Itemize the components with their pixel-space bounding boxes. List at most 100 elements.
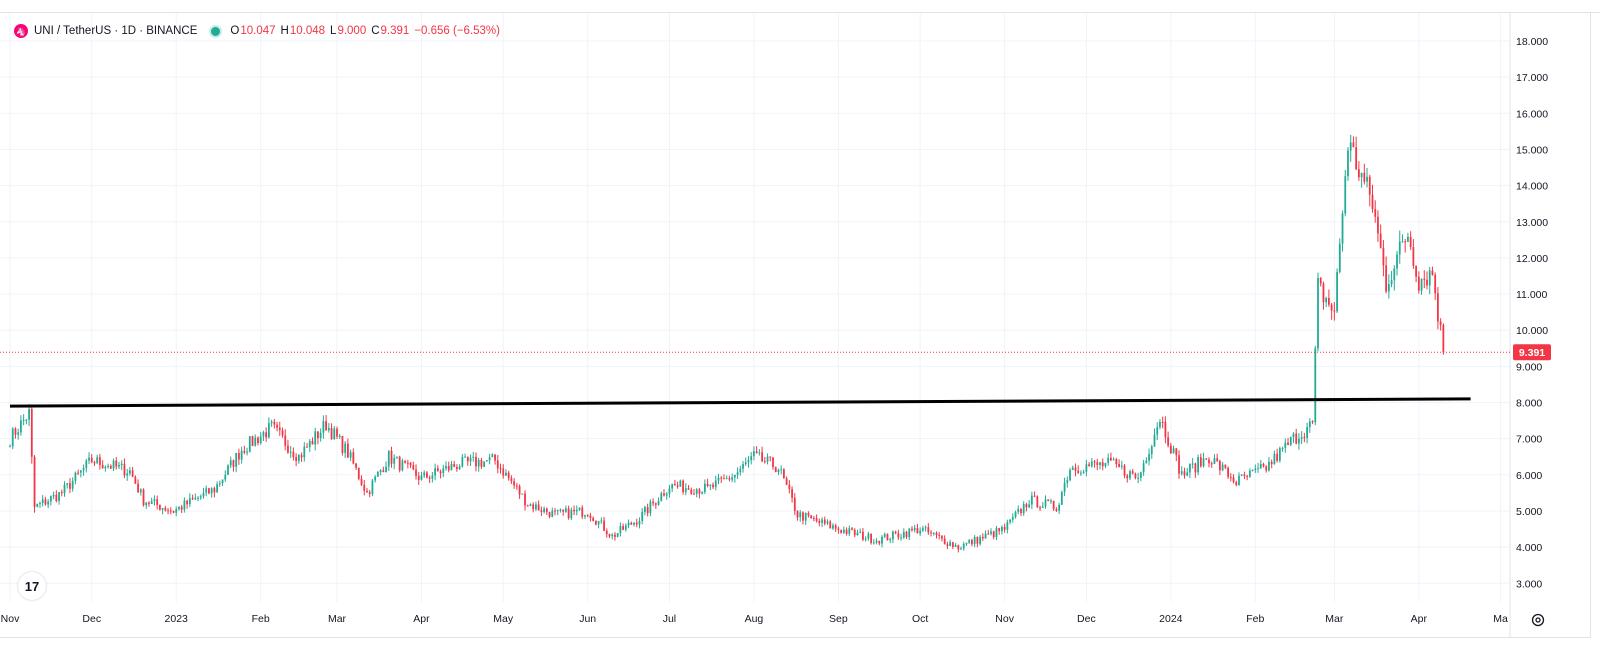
x-tick-label: Dec — [82, 613, 101, 625]
candle — [867, 533, 870, 539]
candle — [921, 528, 924, 531]
y-tick-label: 4.000 — [1516, 542, 1542, 554]
candle — [58, 492, 60, 502]
candle — [600, 520, 603, 522]
candle — [325, 421, 327, 431]
candle — [205, 488, 208, 493]
candle — [744, 462, 747, 465]
chart-pane[interactable] — [0, 13, 1591, 638]
low-value: 9.000 — [337, 25, 367, 37]
candle — [671, 484, 674, 489]
candle — [156, 499, 159, 505]
candle — [515, 485, 518, 487]
candle — [1123, 465, 1126, 476]
candle — [687, 488, 690, 490]
candle — [930, 532, 932, 534]
candle — [567, 508, 570, 519]
candle — [1393, 268, 1396, 281]
candle — [807, 513, 810, 516]
candle — [586, 515, 589, 517]
candle — [622, 526, 625, 530]
candle — [902, 531, 905, 538]
candle — [562, 509, 565, 512]
candle — [755, 451, 758, 454]
candle — [1303, 437, 1306, 439]
candle — [660, 493, 663, 501]
candle — [52, 494, 55, 497]
candle — [889, 539, 892, 541]
candle — [1153, 434, 1156, 447]
market-status-icon — [209, 24, 223, 38]
candle — [406, 462, 409, 464]
candle — [878, 540, 881, 544]
candle — [875, 540, 878, 543]
candle — [886, 534, 889, 541]
x-tick-label: Nov — [1, 613, 20, 625]
candle — [1006, 522, 1009, 530]
trendline — [9, 397, 1471, 408]
candle — [932, 532, 935, 534]
candle — [303, 446, 306, 458]
candle — [799, 512, 802, 518]
candle — [1071, 467, 1074, 470]
candle — [1374, 209, 1377, 217]
gear-icon[interactable] — [1530, 612, 1546, 628]
candle — [1063, 482, 1066, 492]
candle — [938, 534, 941, 536]
candle — [131, 470, 134, 477]
candle — [1338, 243, 1341, 272]
y-tick-label: 9.000 — [1516, 361, 1542, 373]
candle — [197, 497, 199, 499]
candle — [652, 501, 654, 504]
candle — [1311, 421, 1314, 423]
candle — [935, 532, 938, 535]
candle — [1180, 471, 1183, 474]
tradingview-logo-icon[interactable]: 17 — [18, 572, 46, 600]
candle — [785, 478, 788, 485]
candle — [235, 452, 238, 467]
candle — [1145, 460, 1148, 464]
candle — [428, 477, 431, 479]
candle — [393, 457, 396, 464]
candle — [1415, 265, 1417, 277]
candle — [1412, 247, 1415, 266]
candle — [949, 542, 952, 547]
candle — [327, 427, 330, 431]
candle — [461, 457, 464, 467]
x-tick-label: Jul — [663, 613, 676, 625]
candle — [1289, 437, 1292, 445]
candle — [41, 499, 44, 503]
candle — [992, 531, 995, 538]
candle — [1259, 463, 1262, 469]
candle — [1110, 457, 1112, 461]
candle — [28, 409, 30, 420]
top-toolbar-strip — [0, 0, 1600, 13]
candle — [793, 497, 796, 512]
candle — [859, 531, 862, 533]
candle — [158, 504, 161, 510]
candle — [71, 480, 74, 489]
candle — [137, 483, 139, 493]
candle — [494, 454, 496, 461]
candle — [390, 450, 393, 464]
low-label: L — [330, 25, 337, 37]
candle — [396, 456, 398, 458]
candle — [281, 430, 284, 436]
candle — [1268, 461, 1270, 471]
candle — [74, 472, 77, 481]
last-price-badge — [1513, 344, 1551, 361]
candle — [1325, 298, 1328, 303]
candle — [761, 452, 763, 462]
candle — [911, 528, 913, 531]
candle — [796, 511, 799, 518]
candle — [499, 468, 502, 470]
candle — [998, 528, 1001, 532]
candle — [1417, 276, 1420, 291]
candle — [575, 509, 578, 512]
candle — [55, 494, 58, 502]
candle — [1055, 509, 1058, 511]
candle — [229, 460, 232, 466]
candle — [167, 510, 169, 512]
candle — [619, 526, 622, 534]
